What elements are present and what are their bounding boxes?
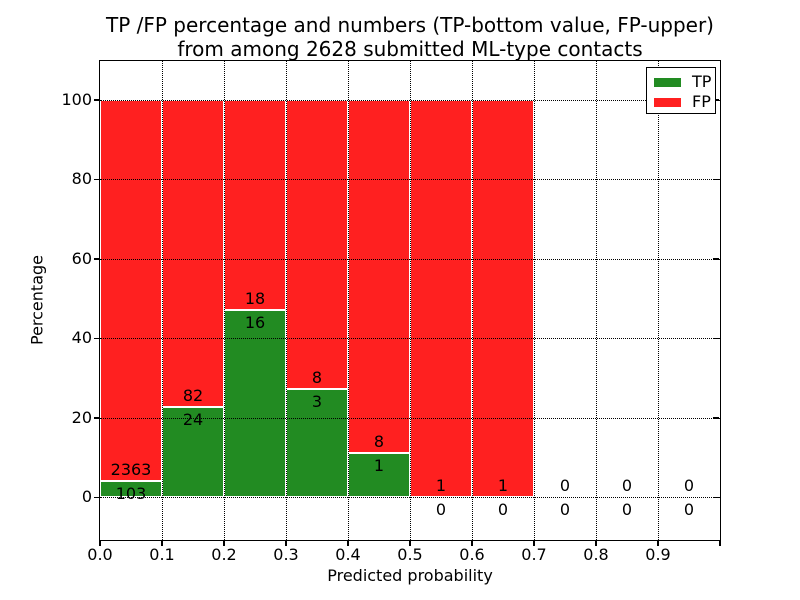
- bar-fp-segment: [410, 99, 472, 498]
- x-tick-label: 0.5: [397, 545, 423, 564]
- x-axis-label: Predicted probability: [327, 566, 493, 585]
- gridline-vertical: [162, 61, 163, 540]
- bar-tp-segment: [100, 480, 162, 498]
- x-tick-label: 0.9: [645, 545, 671, 564]
- fp-count-label: 8: [311, 367, 323, 387]
- x-axis-tick: [161, 541, 163, 546]
- y-tick-label: 0: [81, 487, 92, 507]
- gridline-vertical: [286, 61, 287, 540]
- legend-entry-fp: FP: [654, 93, 715, 111]
- tp-count-label: 0: [497, 500, 509, 520]
- tp-count-label: 3: [311, 391, 323, 411]
- bar-tp-segment: [162, 407, 224, 498]
- x-tick-label: 0.7: [521, 545, 547, 564]
- tp-count-label: 0: [435, 500, 447, 520]
- y-axis-tick: [94, 258, 99, 260]
- chart-title-line1: TP /FP percentage and numbers (TP-bottom…: [106, 13, 714, 37]
- chart-title-line2: from among 2628 submitted ML-type contac…: [177, 37, 643, 61]
- x-axis-tick: [223, 541, 225, 546]
- gridline-vertical: [472, 61, 473, 540]
- x-axis-tick: [99, 541, 101, 546]
- y-axis-tick: [94, 417, 99, 419]
- x-axis-tick: [595, 541, 597, 546]
- tp-count-label: 1: [373, 455, 385, 475]
- chart-title: TP /FP percentage and numbers (TP-bottom…: [90, 13, 730, 61]
- bar-fp-segment: [224, 99, 286, 311]
- gridline-vertical: [224, 61, 225, 540]
- y-axis-tick-right: [713, 496, 719, 499]
- bar-fp-segment: [472, 99, 534, 498]
- fp-count-label: 18: [244, 289, 266, 309]
- fp-count-label: 2363: [110, 459, 152, 479]
- tp-count-label: 16: [244, 313, 266, 333]
- x-tick-label: 0.6: [459, 545, 485, 564]
- x-axis-tick: [409, 541, 411, 546]
- legend-entry-tp: TP: [654, 73, 715, 91]
- y-tick-label: 80: [71, 169, 92, 189]
- plot-area: 2363 103 82 24 18 16 8 3 8 1 1 0 1 0 0 0 0 0 0 0: [99, 60, 721, 541]
- x-tick-label: 0.2: [211, 545, 237, 564]
- x-tick-label: 0.4: [335, 545, 361, 564]
- fp-count-label: 0: [559, 476, 571, 496]
- fp-count-label: 1: [435, 476, 447, 496]
- bar-fp-segment: [348, 99, 410, 453]
- gridline-vertical: [348, 61, 349, 540]
- tp-count-label: 0: [559, 500, 571, 520]
- y-axis-tick: [94, 178, 99, 181]
- gridline-vertical: [596, 61, 597, 540]
- gridline-vertical: [410, 61, 411, 540]
- legend-label-fp: FP: [692, 92, 711, 111]
- y-axis-tick: [94, 99, 99, 101]
- y-tick-label: 40: [71, 328, 92, 348]
- y-axis-tick: [94, 496, 99, 499]
- tp-count-label: 0: [621, 500, 633, 520]
- x-tick-label: 0.1: [149, 545, 175, 564]
- fp-count-label: 0: [683, 476, 695, 496]
- x-axis-tick: [533, 541, 535, 546]
- x-tick-label: 0.0: [87, 545, 113, 564]
- bar-fp-segment: [286, 99, 348, 389]
- y-tick-label: 100: [61, 89, 92, 109]
- x-axis-tick: [657, 541, 659, 546]
- legend-label-tp: TP: [692, 72, 712, 91]
- y-tick-label: 20: [71, 407, 92, 427]
- y-axis-tick-right: [713, 337, 719, 340]
- bar-tp-segment: [224, 310, 286, 498]
- y-axis-tick-right: [713, 417, 719, 419]
- legend-swatch-fp: [654, 97, 681, 107]
- bar-fp-segment: [162, 99, 224, 408]
- gridline-vertical: [658, 61, 659, 540]
- y-axis-tick: [94, 337, 99, 340]
- tp-count-label: 24: [182, 410, 204, 430]
- y-axis-tick-right: [713, 258, 719, 260]
- tp-count-label: 103: [115, 483, 147, 503]
- x-axis-tick: [347, 541, 349, 546]
- bar-tp-segment: [286, 388, 348, 498]
- bar-fp-segment: [100, 99, 162, 481]
- fp-count-label: 8: [373, 431, 385, 451]
- tp-count-label: 0: [683, 500, 695, 520]
- legend-swatch-tp: [654, 77, 681, 87]
- y-axis-tick-right: [713, 178, 719, 181]
- fp-count-label: 82: [182, 386, 204, 406]
- gridline-vertical: [534, 61, 535, 540]
- x-tick-label: 0.8: [583, 545, 609, 564]
- x-tick-label: 0.3: [273, 545, 299, 564]
- x-axis-tick: [285, 541, 287, 546]
- x-axis-tick: [719, 541, 721, 546]
- fp-count-label: 1: [497, 476, 509, 496]
- x-axis-tick: [471, 541, 473, 546]
- legend: TP FP: [646, 67, 716, 114]
- y-axis-tick-right: [713, 99, 719, 101]
- fp-count-label: 0: [621, 476, 633, 496]
- y-tick-label: 60: [71, 248, 92, 268]
